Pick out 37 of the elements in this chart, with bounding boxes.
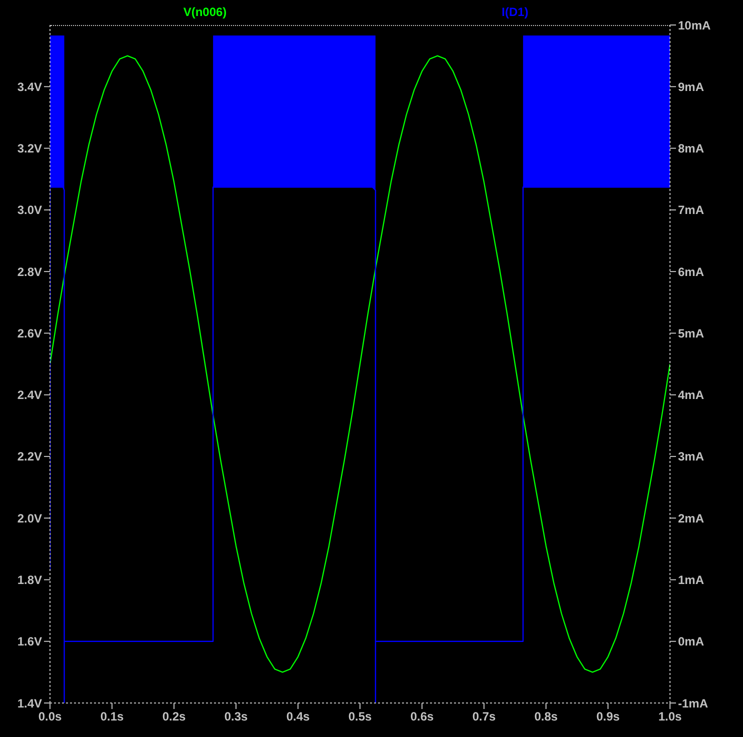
x-tick-label: 0.2s (162, 710, 186, 724)
y-tick-label: 1.4V (17, 696, 42, 710)
y2-tick-label: 3mA (678, 450, 704, 464)
line-series (50, 55, 670, 673)
x-tick-label: 0.5s (348, 710, 372, 724)
y2-tick-label: 9mA (678, 80, 704, 94)
y2-tick-label: -1mA (678, 696, 708, 710)
y-tick-label: 2.6V (17, 326, 42, 340)
y-tick-label: 2.0V (17, 511, 42, 526)
y2-tick-label: 10mA (678, 18, 712, 32)
y2-tick-label: 1mA (678, 572, 704, 587)
x-tick-label: 0.1s (100, 710, 124, 724)
y-tick-label: 1.8V (17, 572, 42, 587)
x-tick-label: 0.0s (38, 710, 62, 724)
y-tick-label: 2.4V (17, 388, 42, 402)
x-tick-label: 0.9s (596, 710, 620, 724)
y2-tick-label: 0mA (678, 634, 704, 649)
x-tick-label: 0.8s (534, 710, 558, 724)
y-tick-label: 2.8V (17, 264, 42, 279)
y-tick-label: 3.4V (17, 80, 42, 94)
y-tick-label: 3.0V (17, 203, 42, 218)
x-tick-label: 0.7s (472, 710, 496, 724)
y-tick-label: 3.2V (17, 142, 42, 156)
text: I(D1) (502, 5, 528, 19)
y2-tick-label: 4mA (678, 388, 704, 402)
x-tick-label: 0.6s (410, 710, 434, 724)
y2-tick-label: 5mA (678, 326, 704, 340)
y2-tick-label: 7mA (678, 203, 704, 218)
x-tick-label: 1.0s (658, 710, 682, 724)
x-tick-label: 0.3s (224, 710, 248, 724)
text: V(n006) (183, 5, 227, 19)
y-tick-label: 2.2V (17, 450, 42, 464)
y2-tick-label: 2mA (678, 511, 704, 526)
x-tick-label: 0.4s (286, 710, 310, 724)
y-tick-label: 1.6V (17, 634, 42, 649)
y2-tick-label: 6mA (678, 264, 704, 279)
y2-tick-label: 8mA (678, 142, 704, 156)
